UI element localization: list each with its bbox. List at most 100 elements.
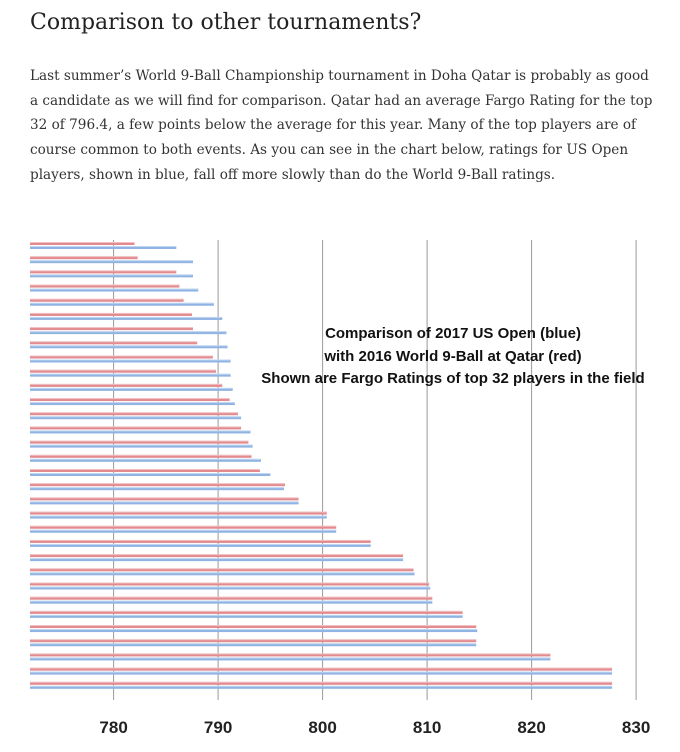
x-tick-label-820: 820 bbox=[517, 718, 545, 737]
bar-highlight-blue-17 bbox=[30, 473, 271, 474]
bar-highlight-blue-27 bbox=[30, 614, 463, 616]
chart-title-line-2: with 2016 World 9-Ball at Qatar (red) bbox=[323, 348, 581, 365]
x-tick-label-830: 830 bbox=[622, 718, 650, 737]
bar-highlight-blue-12 bbox=[30, 402, 235, 404]
bar-highlight-red-2 bbox=[30, 256, 138, 258]
bar-highlight-red-16 bbox=[30, 454, 252, 456]
bar-blue-3 bbox=[30, 274, 194, 278]
bar-red-11 bbox=[30, 383, 223, 387]
section-heading: Comparison to other tournaments? bbox=[30, 10, 422, 35]
bar-highlight-red-14 bbox=[30, 426, 242, 428]
bar-highlight-red-11 bbox=[30, 383, 223, 385]
bar-red-17 bbox=[30, 469, 260, 472]
bar-blue-25 bbox=[30, 586, 431, 590]
bar-blue-7 bbox=[30, 331, 227, 335]
bar-highlight-blue-16 bbox=[30, 458, 261, 460]
bar-highlight-red-27 bbox=[30, 610, 463, 612]
bar-highlight-blue-23 bbox=[30, 558, 404, 560]
bar-highlight-red-8 bbox=[30, 341, 198, 343]
bar-highlight-red-28 bbox=[30, 625, 477, 627]
bar-highlight-red-1 bbox=[30, 242, 135, 243]
chart-gridlines bbox=[113, 240, 637, 700]
chart-title-line-3: Shown are Fargo Ratings of top 32 player… bbox=[261, 370, 644, 387]
bar-highlight-red-9 bbox=[30, 355, 213, 357]
bar-red-18 bbox=[30, 483, 285, 487]
bar-blue-20 bbox=[30, 515, 327, 519]
bar-highlight-blue-20 bbox=[30, 515, 327, 517]
bar-red-9 bbox=[30, 355, 213, 359]
bar-highlight-red-31 bbox=[30, 667, 613, 669]
bar-red-22 bbox=[30, 539, 371, 543]
bar-blue-31 bbox=[30, 671, 613, 675]
bar-highlight-blue-19 bbox=[30, 501, 299, 503]
bar-blue-14 bbox=[30, 430, 251, 434]
bar-highlight-red-17 bbox=[30, 469, 260, 470]
bar-blue-17 bbox=[30, 473, 271, 476]
bar-highlight-red-26 bbox=[30, 596, 433, 598]
bar-red-31 bbox=[30, 667, 613, 671]
bar-highlight-blue-3 bbox=[30, 274, 194, 276]
bar-highlight-red-4 bbox=[30, 284, 180, 286]
bar-red-30 bbox=[30, 653, 551, 657]
bar-highlight-blue-14 bbox=[30, 430, 251, 432]
bar-highlight-blue-22 bbox=[30, 543, 371, 545]
bar-red-24 bbox=[30, 568, 414, 572]
bar-highlight-blue-25 bbox=[30, 586, 431, 588]
x-tick-label-800: 800 bbox=[308, 718, 336, 737]
bar-blue-28 bbox=[30, 629, 478, 633]
bar-red-10 bbox=[30, 369, 217, 373]
bar-highlight-blue-5 bbox=[30, 302, 214, 304]
bar-highlight-red-25 bbox=[30, 582, 430, 584]
bar-blue-21 bbox=[30, 529, 337, 533]
bar-highlight-blue-31 bbox=[30, 671, 613, 673]
bar-blue-29 bbox=[30, 643, 477, 647]
bar-red-13 bbox=[30, 412, 238, 416]
bar-highlight-red-30 bbox=[30, 653, 551, 655]
bar-highlight-red-6 bbox=[30, 312, 192, 314]
bar-red-19 bbox=[30, 497, 299, 501]
bar-highlight-red-19 bbox=[30, 497, 299, 499]
bar-red-6 bbox=[30, 312, 192, 316]
bar-red-32 bbox=[30, 681, 613, 685]
bar-highlight-blue-2 bbox=[30, 260, 194, 262]
bar-red-8 bbox=[30, 341, 198, 345]
bar-highlight-blue-18 bbox=[30, 487, 284, 489]
bar-red-2 bbox=[30, 256, 138, 260]
bar-red-14 bbox=[30, 426, 242, 430]
bar-blue-27 bbox=[30, 614, 463, 618]
bar-highlight-red-32 bbox=[30, 681, 613, 683]
bar-highlight-blue-1 bbox=[30, 246, 177, 247]
bar-red-15 bbox=[30, 440, 249, 444]
bar-blue-18 bbox=[30, 487, 284, 491]
bar-highlight-blue-6 bbox=[30, 316, 223, 318]
bar-highlight-blue-13 bbox=[30, 416, 242, 418]
chart-bars bbox=[30, 242, 613, 689]
bar-blue-22 bbox=[30, 543, 371, 547]
bar-blue-10 bbox=[30, 373, 231, 377]
bar-blue-16 bbox=[30, 458, 261, 462]
bar-red-27 bbox=[30, 610, 463, 614]
bar-highlight-red-23 bbox=[30, 554, 404, 556]
bar-blue-1 bbox=[30, 246, 177, 249]
bar-highlight-red-3 bbox=[30, 270, 177, 272]
bar-blue-2 bbox=[30, 260, 194, 264]
bar-highlight-blue-11 bbox=[30, 387, 233, 389]
bar-blue-23 bbox=[30, 558, 404, 562]
bar-red-16 bbox=[30, 454, 252, 458]
bar-highlight-red-21 bbox=[30, 525, 337, 527]
x-axis-ticks: 780 790 800 810 820 830 bbox=[99, 718, 650, 737]
chart-title-line-1: Comparison of 2017 US Open (blue) bbox=[325, 325, 581, 342]
bar-blue-19 bbox=[30, 501, 299, 505]
bar-highlight-blue-15 bbox=[30, 444, 253, 446]
x-tick-label-790: 790 bbox=[204, 718, 232, 737]
bar-blue-11 bbox=[30, 387, 233, 391]
bar-blue-6 bbox=[30, 316, 223, 320]
intro-paragraph: Last summer’s World 9-Ball Championship … bbox=[30, 68, 653, 183]
bar-red-12 bbox=[30, 398, 230, 402]
bar-highlight-blue-30 bbox=[30, 657, 551, 659]
bar-highlight-blue-4 bbox=[30, 288, 199, 290]
bar-highlight-red-29 bbox=[30, 639, 477, 641]
bar-blue-4 bbox=[30, 288, 199, 292]
bar-highlight-blue-21 bbox=[30, 529, 337, 531]
bar-blue-30 bbox=[30, 657, 551, 661]
